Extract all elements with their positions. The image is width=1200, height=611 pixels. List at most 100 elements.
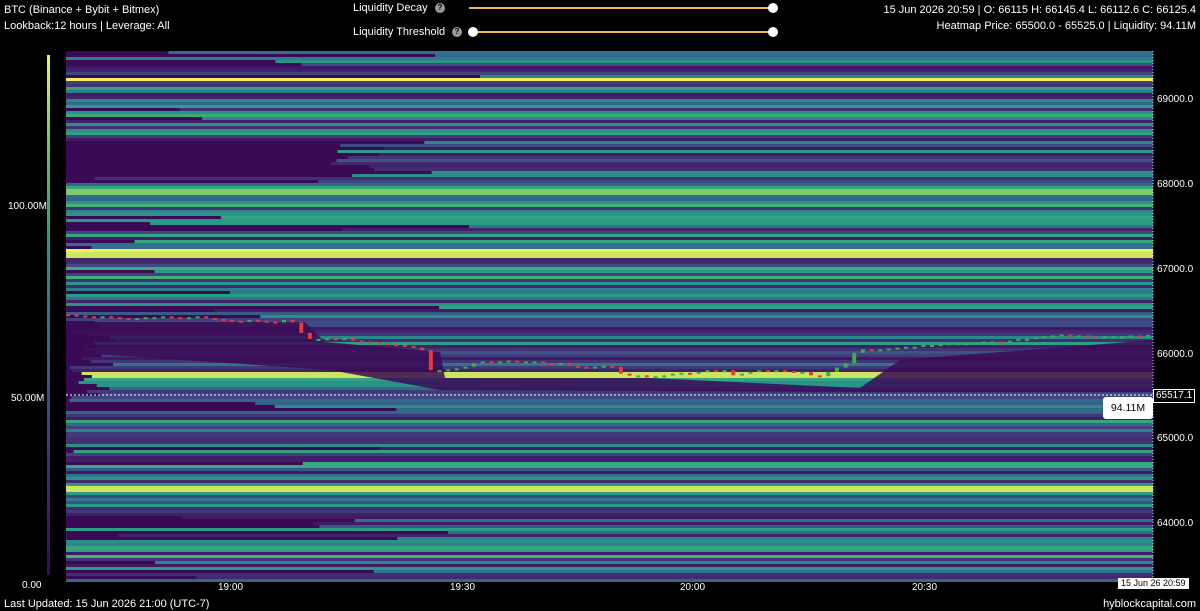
candle bbox=[739, 373, 744, 376]
colorbar-segment bbox=[47, 149, 50, 151]
liquidity-decay-knob[interactable] bbox=[768, 3, 778, 13]
colorbar-segment bbox=[47, 153, 50, 155]
candle bbox=[152, 317, 157, 320]
colorbar-segment bbox=[47, 443, 50, 445]
colorbar-segment bbox=[47, 363, 50, 365]
candle bbox=[377, 342, 382, 345]
colorbar-segment bbox=[47, 455, 50, 457]
colorbar-segment bbox=[47, 59, 50, 61]
colorbar-segment bbox=[47, 303, 50, 305]
liquidity-band bbox=[69, 399, 1153, 402]
colorbar-segment bbox=[47, 521, 50, 523]
liquidity-band bbox=[66, 192, 1153, 195]
candle bbox=[385, 343, 390, 346]
colorbar-segment bbox=[47, 57, 50, 59]
colorbar-segment bbox=[47, 319, 50, 321]
colorbar-segment bbox=[47, 145, 50, 147]
colorbar-segment bbox=[47, 345, 50, 347]
colorbar-segment bbox=[47, 519, 50, 521]
colorbar-segment bbox=[47, 511, 50, 513]
candle bbox=[679, 372, 684, 375]
liquidity-band bbox=[439, 306, 1153, 309]
candle bbox=[230, 319, 235, 322]
liquidity-band bbox=[66, 303, 1153, 306]
liquidity-threshold-slider[interactable] bbox=[469, 31, 773, 33]
colorbar-segment bbox=[47, 203, 50, 205]
liquidity-band bbox=[378, 153, 1153, 156]
colorbar-segment bbox=[47, 55, 50, 57]
colorbar-segment bbox=[47, 225, 50, 227]
brand-link[interactable]: hyblockcapital.com bbox=[1103, 598, 1196, 610]
colorbar-segment bbox=[47, 75, 50, 77]
colorbar-tick: 100.00M bbox=[8, 201, 47, 212]
liquidity-band bbox=[134, 240, 1154, 243]
help-icon[interactable]: ? bbox=[452, 27, 462, 37]
colorbar-segment bbox=[47, 423, 50, 425]
liquidity-band bbox=[66, 201, 1153, 204]
candle bbox=[83, 315, 88, 318]
liquidity-band bbox=[66, 105, 1153, 108]
colorbar-segment bbox=[47, 287, 50, 289]
liquidity-band bbox=[66, 498, 1153, 501]
liquidity-band bbox=[229, 291, 1154, 294]
colorbar-segment bbox=[47, 305, 50, 307]
crosshair-price-label: 65517.1 bbox=[1153, 389, 1196, 403]
colorbar-segment bbox=[47, 263, 50, 265]
colorbar-segment bbox=[47, 509, 50, 511]
colorbar-segment bbox=[47, 137, 50, 139]
colorbar-segment bbox=[47, 339, 50, 341]
colorbar-segment bbox=[47, 545, 50, 547]
liquidity-band bbox=[179, 108, 1154, 111]
liquidity-band bbox=[66, 468, 1153, 471]
liquidity-band bbox=[66, 87, 1153, 90]
liquidity-band bbox=[66, 111, 1153, 114]
liquidity-threshold-min-knob[interactable] bbox=[468, 27, 478, 37]
liquidity-threshold-max-knob[interactable] bbox=[768, 27, 778, 37]
liquidity-band bbox=[99, 324, 1153, 327]
liquidity-band bbox=[66, 204, 1153, 207]
colorbar-segment bbox=[47, 85, 50, 87]
liquidity-band bbox=[301, 63, 1153, 66]
colorbar-segment bbox=[47, 419, 50, 421]
colorbar-segment bbox=[47, 527, 50, 529]
liquidity-band bbox=[66, 282, 1153, 285]
candle bbox=[688, 372, 693, 375]
colorbar-segment bbox=[47, 135, 50, 137]
candle bbox=[912, 346, 917, 349]
heatmap-bands bbox=[66, 51, 1154, 582]
colorbar-segment bbox=[47, 245, 50, 247]
colorbar-segment bbox=[47, 513, 50, 515]
colorbar-segment bbox=[47, 65, 50, 67]
liquidity-band bbox=[66, 78, 1153, 81]
colorbar-segment bbox=[47, 377, 50, 379]
colorbar-segment bbox=[47, 357, 50, 359]
colorbar-segment bbox=[47, 211, 50, 213]
colorbar-segment bbox=[47, 429, 50, 431]
colorbar-segment bbox=[47, 331, 50, 333]
colorbar-segment bbox=[47, 457, 50, 459]
colorbar-segment bbox=[47, 347, 50, 349]
candle bbox=[886, 348, 891, 351]
liquidity-band bbox=[66, 417, 1153, 420]
colorbar-segment bbox=[47, 397, 50, 399]
liquidity-band bbox=[424, 141, 1153, 144]
colorbar-segment bbox=[47, 289, 50, 291]
liquidity-band bbox=[431, 171, 1153, 174]
liquidity-band bbox=[384, 147, 1154, 150]
help-icon[interactable]: ? bbox=[435, 3, 445, 13]
liquidity-band bbox=[168, 51, 1153, 54]
candle bbox=[1111, 336, 1116, 339]
colorbar-segment bbox=[47, 379, 50, 381]
colorbar-segment bbox=[47, 219, 50, 221]
liquidity-decay-slider[interactable] bbox=[469, 7, 773, 9]
colorbar-segment bbox=[47, 163, 50, 165]
candle bbox=[186, 317, 191, 320]
colorbar-segment bbox=[47, 157, 50, 159]
liquidity-band bbox=[369, 165, 1153, 168]
candle bbox=[1068, 334, 1073, 337]
liquidity-band bbox=[81, 372, 1153, 375]
colorbar-segment bbox=[47, 487, 50, 489]
candle bbox=[662, 375, 667, 378]
liquidity-band bbox=[66, 420, 1153, 423]
